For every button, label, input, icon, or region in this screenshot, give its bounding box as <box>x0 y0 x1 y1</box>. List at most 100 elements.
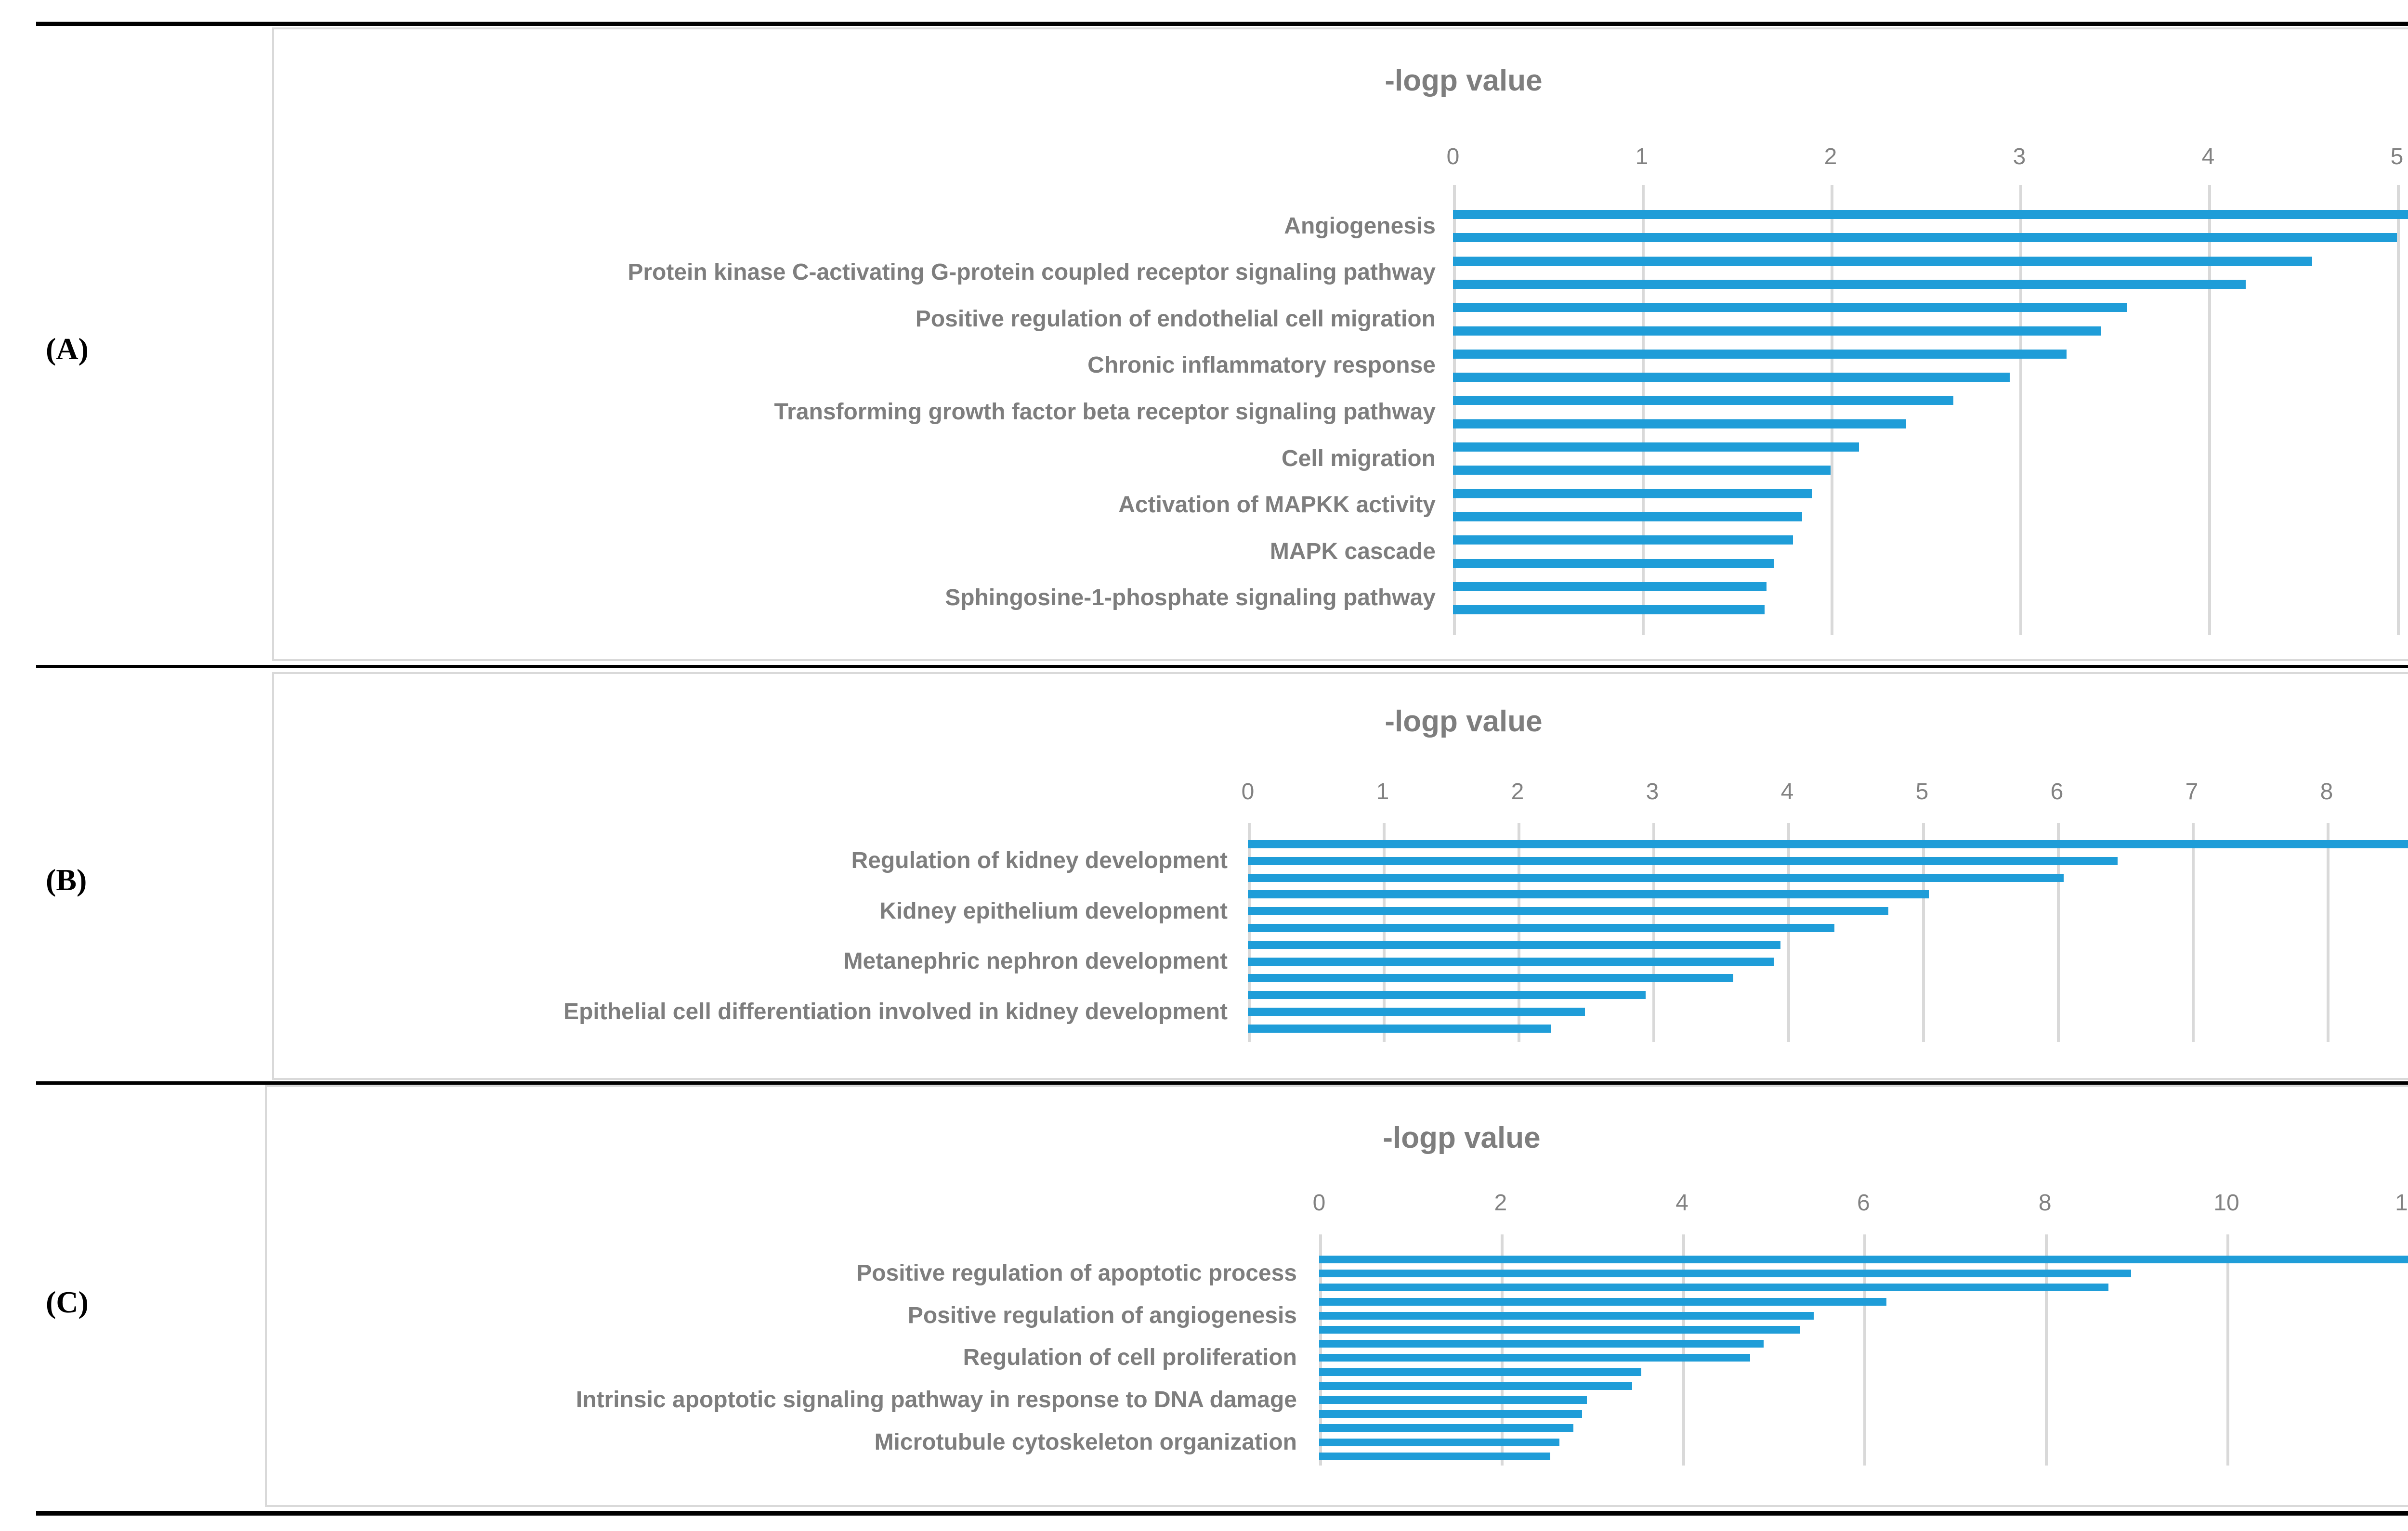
x-axis-tick-label-c: 6 <box>1857 1190 1870 1216</box>
x-axis-tick-label-b: 2 <box>1511 779 1524 804</box>
panel-chart-b: -logp value 012345678910Regulation of ki… <box>272 672 2408 1080</box>
gridline <box>2208 185 2211 635</box>
gridline <box>1248 823 1251 1042</box>
x-axis-tick-label-a: 5 <box>2390 144 2404 169</box>
bar-c <box>1319 1256 2408 1263</box>
category-label-b: Metanephric nephron development <box>843 948 1228 974</box>
bar-b <box>1248 840 2408 848</box>
x-axis-tick-label-b: 8 <box>2320 779 2333 804</box>
x-axis-tick-label-b: 1 <box>1376 779 1389 804</box>
gridline <box>1652 823 1655 1042</box>
panel-chart-a: -logp value 0123456AngiogenesisProtein k… <box>272 27 2408 661</box>
x-axis-tick-label-c: 0 <box>1312 1190 1326 1216</box>
gridline <box>1500 1234 1504 1466</box>
bar-c <box>1319 1396 1587 1404</box>
bar-a <box>1453 442 1859 452</box>
bar-b <box>1248 974 1733 983</box>
bar-a <box>1453 210 2408 219</box>
bar-a <box>1453 326 2101 336</box>
bar-c <box>1319 1326 1800 1334</box>
category-label-c: Microtubule cytoskeleton organization <box>874 1429 1297 1455</box>
bar-c <box>1319 1340 1764 1348</box>
bar-a <box>1453 349 2067 359</box>
gridline <box>1319 1234 1322 1466</box>
bar-a <box>1453 489 1812 498</box>
bar-a <box>1453 582 1767 591</box>
bar-c <box>1319 1311 1814 1320</box>
bar-a <box>1453 466 1831 475</box>
x-axis-tick-label-a: 4 <box>2201 144 2215 169</box>
x-axis-tick-label-a: 3 <box>2013 144 2026 169</box>
gridline <box>2019 185 2022 635</box>
x-axis-tick-label-c: 8 <box>2038 1190 2052 1216</box>
category-label-a: Cell migration <box>1281 445 1436 471</box>
gridline <box>1453 185 1456 635</box>
bar-a <box>1453 279 2246 289</box>
separator-line-b-c <box>36 1081 2408 1085</box>
bar-c <box>1319 1270 2132 1278</box>
bar-b <box>1248 890 1929 899</box>
gridline <box>2226 1234 2229 1466</box>
bar-c <box>1319 1452 1551 1460</box>
gridline <box>1383 823 1386 1042</box>
x-axis-tick-label-a: 2 <box>1824 144 1837 169</box>
bar-c <box>1319 1354 1750 1362</box>
gridline <box>2045 1234 2048 1466</box>
gridline <box>2057 823 2060 1042</box>
panel-letter-a: (A) <box>46 332 89 366</box>
gridline <box>1922 823 1925 1042</box>
bar-a <box>1453 605 1765 615</box>
x-axis-tick-label-c: 10 <box>2213 1190 2239 1216</box>
gridline <box>1518 823 1520 1042</box>
bar-a <box>1453 535 1793 545</box>
category-label-a: Protein kinase C-activating G-protein co… <box>628 259 1436 285</box>
panel-b-plot-area <box>1248 823 2408 1042</box>
x-axis-tick-label-a: 1 <box>1635 144 1649 169</box>
category-label-a: Angiogenesis <box>1284 213 1436 239</box>
panel-chart-c: -logp value 02468101214Positive regulati… <box>265 1085 2408 1507</box>
bar-b <box>1248 957 1774 966</box>
category-label-c: Positive regulation of angiogenesis <box>907 1302 1297 1328</box>
x-axis-tick-label-b: 0 <box>1241 779 1255 804</box>
gridline <box>2192 823 2195 1042</box>
bar-a <box>1453 233 2397 243</box>
x-axis-tick-label-c: 4 <box>1675 1190 1688 1216</box>
bar-a <box>1453 256 2312 266</box>
bar-c <box>1319 1382 1632 1390</box>
category-label-c: Positive regulation of apoptotic process <box>856 1260 1297 1286</box>
category-label-a: Activation of MAPKK activity <box>1118 492 1436 518</box>
x-axis-tick-label-c: 2 <box>1494 1190 1507 1216</box>
separator-line-a-b <box>36 665 2408 668</box>
gridline <box>1682 1234 1685 1466</box>
panel-c-plot-area <box>1319 1234 2408 1466</box>
bottom-rule-line <box>36 1511 2408 1516</box>
category-label-b: Kidney epithelium development <box>879 898 1228 924</box>
x-axis-tick-label-b: 5 <box>1915 779 1929 804</box>
bar-b <box>1248 856 2118 865</box>
category-label-b: Epithelial cell differentiation involved… <box>563 999 1228 1025</box>
panel-a-plot-area <box>1453 185 2408 635</box>
category-label-a: MAPK cascade <box>1269 538 1436 564</box>
panel-letter-c: (C) <box>46 1285 89 1319</box>
category-label-a: Positive regulation of endothelial cell … <box>915 306 1436 332</box>
category-label-a: Sphingosine-1-phosphate signaling pathwa… <box>945 585 1436 611</box>
top-rule-line <box>36 22 2408 26</box>
x-axis-tick-label-a: 0 <box>1446 144 1460 169</box>
gridline <box>2327 823 2329 1042</box>
x-axis-tick-label-b: 3 <box>1646 779 1659 804</box>
x-axis-tick-label-b: 6 <box>2050 779 2064 804</box>
bar-c <box>1319 1297 1886 1306</box>
x-axis-tick-label-c: 12 <box>2395 1190 2408 1216</box>
bar-a <box>1453 396 1953 405</box>
bar-a <box>1453 373 2010 382</box>
bar-c <box>1319 1368 1641 1376</box>
category-label-a: Transforming growth factor beta receptor… <box>774 399 1436 425</box>
gridline <box>2397 185 2400 635</box>
bar-c <box>1319 1438 1560 1446</box>
panel-b-title: -logp value <box>1385 705 1543 738</box>
gridline <box>1831 185 1833 635</box>
x-axis-tick-label-b: 7 <box>2185 779 2199 804</box>
x-axis-tick-label-b: 4 <box>1780 779 1794 804</box>
bar-b <box>1248 907 1888 916</box>
gridline <box>1863 1234 1867 1466</box>
